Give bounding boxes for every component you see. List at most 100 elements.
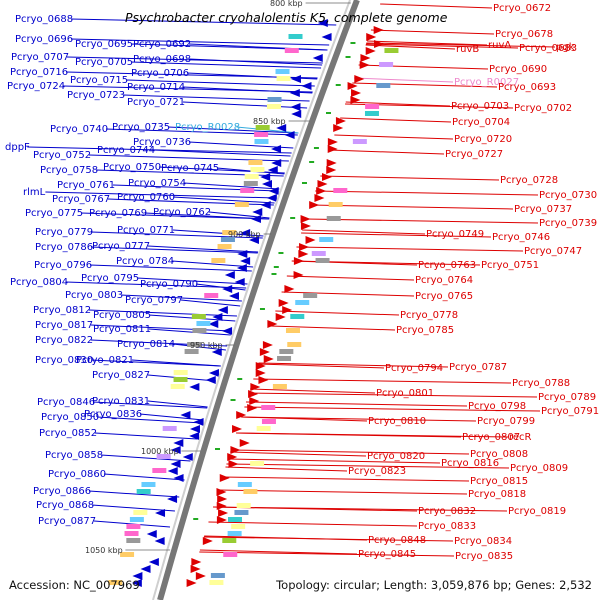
gene-label-pcryo-0688[interactable]: Pcryo_0688	[15, 14, 73, 25]
gene-label-pcryo-0716[interactable]: Pcryo_0716	[10, 67, 68, 78]
gene-label-pgk[interactable]: pgk	[556, 42, 575, 53]
gene-label-pcryo-0810[interactable]: Pcryo_0810	[368, 416, 426, 427]
gene-label-pcryo-0866[interactable]: Pcryo_0866	[33, 486, 91, 497]
gene-label-pcryo-0827[interactable]: Pcryo_0827	[92, 370, 150, 381]
gene-label-pcryo-0678[interactable]: Pcryo_0678	[495, 29, 553, 40]
gene-label-pcryo-0804[interactable]: Pcryo_0804	[10, 277, 68, 288]
gene-label-pcryo-0683[interactable]: Pcryo_0683	[519, 43, 577, 54]
gene-label-pcryo-0798[interactable]: Pcryo_0798	[468, 401, 526, 412]
gene-label-pcryo-0819[interactable]: Pcryo_0819	[508, 506, 566, 517]
gene-label-pcryo-0807[interactable]: Pcryo_0807	[462, 432, 520, 443]
gene-label-pcryo-r0028[interactable]: Pcryo_R0028	[175, 122, 240, 133]
gene-label-pcryo-0769[interactable]: Pcryo_0769	[89, 208, 147, 219]
gene-label-pcryo-0834[interactable]: Pcryo_0834	[454, 536, 512, 547]
gene-label-pcryo-0777[interactable]: Pcryo_0777	[92, 241, 150, 252]
gene-label-pcryo-0795[interactable]: Pcryo_0795	[81, 273, 139, 284]
gene-label-pcryo-0740[interactable]: Pcryo_0740	[50, 124, 108, 135]
gene-label-pcryo-0728[interactable]: Pcryo_0728	[500, 175, 558, 186]
gene-label-recr[interactable]: recR	[509, 432, 532, 443]
gene-label-pcryo-0832[interactable]: Pcryo_0832	[418, 506, 476, 517]
gene-label-pcryo-0750[interactable]: Pcryo_0750	[103, 162, 161, 173]
gene-label-pcryo-0790[interactable]: Pcryo_0790	[140, 279, 198, 290]
gene-label-pcryo-0845[interactable]: Pcryo_0845	[358, 549, 416, 560]
gene-label-pcryo-0758[interactable]: Pcryo_0758	[40, 165, 98, 176]
gene-label-pcryo-0815[interactable]: Pcryo_0815	[470, 476, 528, 487]
gene-label-pcryo-0846[interactable]: Pcryo_0846	[37, 397, 95, 408]
gene-label-pcryo-0786[interactable]: Pcryo_0786	[35, 242, 93, 253]
gene-label-pcryo-0814[interactable]: Pcryo_0814	[117, 339, 175, 350]
gene-label-pcryo-0721[interactable]: Pcryo_0721	[127, 97, 185, 108]
gene-label-pcryo-0705[interactable]: Pcryo_0705	[75, 57, 133, 68]
gene-label-pcryo-0745[interactable]: Pcryo_0745	[161, 163, 219, 174]
gene-label-pcryo-0672[interactable]: Pcryo_0672	[493, 3, 551, 14]
gene-label-pcryo-0747[interactable]: Pcryo_0747	[524, 246, 582, 257]
gene-label-pcryo-0752[interactable]: Pcryo_0752	[33, 150, 91, 161]
gene-label-pcryo-0695[interactable]: Pcryo_0695	[75, 39, 133, 50]
gene-label-pcryo-0812[interactable]: Pcryo_0812	[33, 305, 91, 316]
gene-label-pcryo-0761[interactable]: Pcryo_0761	[57, 180, 115, 191]
gene-label-pcryo-0736[interactable]: Pcryo_0736	[133, 137, 191, 148]
gene-label-pcryo-0816[interactable]: Pcryo_0816	[441, 458, 499, 469]
gene-label-pcryo-0803[interactable]: Pcryo_0803	[65, 290, 123, 301]
gene-label-pcryo-0877[interactable]: Pcryo_0877	[38, 516, 96, 527]
gene-label-pcryo-0693[interactable]: Pcryo_0693	[498, 82, 556, 93]
gene-label-pcryo-0703[interactable]: Pcryo_0703	[451, 101, 509, 112]
gene-label-pcryo-0789[interactable]: Pcryo_0789	[538, 392, 596, 403]
gene-label-rlml[interactable]: rlmL	[23, 187, 46, 198]
gene-label-pcryo-0762[interactable]: Pcryo_0762	[153, 207, 211, 218]
gene-label-pcryo-0707[interactable]: Pcryo_0707	[11, 52, 69, 63]
gene-label-pcryo-0818[interactable]: Pcryo_0818	[468, 489, 526, 500]
gene-label-pcryo-0821[interactable]: Pcryo_0821	[76, 355, 134, 366]
gene-label-pcryo-0833[interactable]: Pcryo_0833	[418, 521, 476, 532]
gene-label-pcryo-0698[interactable]: Pcryo_0698	[133, 54, 191, 65]
gene-label-pcryo-0754[interactable]: Pcryo_0754	[128, 178, 186, 189]
gene-label-pcryo-0720[interactable]: Pcryo_0720	[454, 134, 512, 145]
gene-label-pcryo-0763[interactable]: Pcryo_0763	[418, 260, 476, 271]
gene-label-pcryo-0850[interactable]: Pcryo_0850	[41, 412, 99, 423]
gene-label-pcryo-0811[interactable]: Pcryo_0811	[93, 324, 151, 335]
gene-label-pcryo-0746[interactable]: Pcryo_0746	[492, 232, 550, 243]
gene-label-pcryo-0836[interactable]: Pcryo_0836	[84, 409, 142, 420]
gene-label-pcryo-0848[interactable]: Pcryo_0848	[368, 535, 426, 546]
gene-label-pcryo-0791[interactable]: Pcryo_0791	[541, 406, 599, 417]
gene-label-pcryo-0765[interactable]: Pcryo_0765	[415, 291, 473, 302]
gene-label-pcryo-0724[interactable]: Pcryo_0724	[7, 81, 65, 92]
gene-label-pcryo-0801[interactable]: Pcryo_0801	[376, 388, 434, 399]
gene-label-pcryo-0787[interactable]: Pcryo_0787	[449, 362, 507, 373]
gene-label-ruvb[interactable]: ruvB	[456, 44, 479, 55]
gene-label-pcryo-0779[interactable]: Pcryo_0779	[35, 227, 93, 238]
gene-label-pcryo-0778[interactable]: Pcryo_0778	[400, 310, 458, 321]
gene-label-pcryo-0739[interactable]: Pcryo_0739	[539, 218, 597, 229]
gene-label-pcryo-0775[interactable]: Pcryo_0775	[25, 208, 83, 219]
gene-label-pcryo-0715[interactable]: Pcryo_0715	[70, 75, 128, 86]
gene-label-pcryo-0784[interactable]: Pcryo_0784	[116, 256, 174, 267]
gene-label-pcryo-0690[interactable]: Pcryo_0690	[489, 64, 547, 75]
gene-label-pcryo-0749[interactable]: Pcryo_0749	[426, 229, 484, 240]
gene-label-pcryo-0702[interactable]: Pcryo_0702	[514, 103, 572, 114]
gene-label-pcryo-0735[interactable]: Pcryo_0735	[112, 122, 170, 133]
gene-label-pcryo-0831[interactable]: Pcryo_0831	[92, 396, 150, 407]
gene-label-pcryo-0858[interactable]: Pcryo_0858	[45, 450, 103, 461]
gene-label-pcryo-0794[interactable]: Pcryo_0794	[385, 363, 443, 374]
gene-label-pcryo-0714[interactable]: Pcryo_0714	[127, 82, 185, 93]
gene-label-pcryo-0706[interactable]: Pcryo_0706	[131, 68, 189, 79]
gene-label-pcryo-0830[interactable]: Pcryo_0830	[35, 355, 93, 366]
gene-label-pcryo-0744[interactable]: Pcryo_0744	[97, 145, 155, 156]
gene-label-pcryo-0760[interactable]: Pcryo_0760	[117, 192, 175, 203]
gene-label-pcryo-0788[interactable]: Pcryo_0788	[512, 378, 570, 389]
gene-label-pcryo-0796[interactable]: Pcryo_0796	[34, 260, 92, 271]
gene-label-pcryo-0823[interactable]: Pcryo_0823	[348, 466, 406, 477]
gene-label-pcryo-0764[interactable]: Pcryo_0764	[415, 275, 473, 286]
gene-label-pcryo-0785[interactable]: Pcryo_0785	[396, 325, 454, 336]
gene-label-pcryo-0723[interactable]: Pcryo_0723	[67, 90, 125, 101]
gene-label-pcryo-0817[interactable]: Pcryo_0817	[35, 320, 93, 331]
gene-label-pcryo-0808[interactable]: Pcryo_0808	[470, 449, 528, 460]
gene-label-pcryo-0822[interactable]: Pcryo_0822	[35, 335, 93, 346]
gene-label-pcryo-0737[interactable]: Pcryo_0737	[514, 204, 572, 215]
gene-label-pcryo-0730[interactable]: Pcryo_0730	[539, 190, 597, 201]
gene-label-pcryo-0809[interactable]: Pcryo_0809	[510, 463, 568, 474]
gene-label-pcryo-0868[interactable]: Pcryo_0868	[36, 500, 94, 511]
gene-label-pcryo-0771[interactable]: Pcryo_0771	[117, 225, 175, 236]
gene-label-pcryo-0860[interactable]: Pcryo_0860	[48, 469, 106, 480]
gene-label-pcryo-r0027[interactable]: Pcryo_R0027	[454, 77, 519, 88]
